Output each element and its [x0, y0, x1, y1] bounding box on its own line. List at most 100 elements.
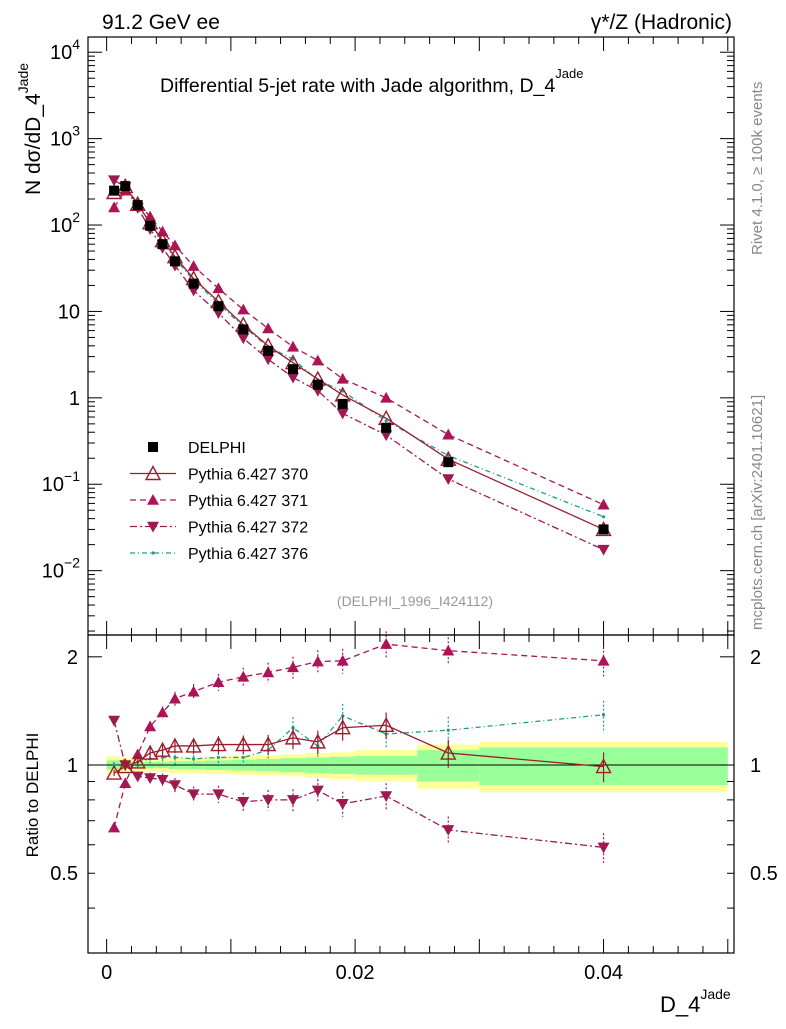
- ratio-y-tick-label-right: 0.5: [750, 863, 778, 885]
- point-p372: [108, 175, 121, 187]
- legend-label-p371: Pythia 6.427 371: [188, 493, 308, 510]
- ratio-point-p371: [597, 654, 610, 666]
- ratio-point-p370: [166, 737, 184, 753]
- ratio-series-layer: [105, 631, 612, 863]
- point-data: [132, 200, 143, 211]
- point-p372: [380, 430, 393, 442]
- series-line-p370: [113, 185, 604, 531]
- point-p372: [286, 372, 299, 384]
- ratio-point-p372: [336, 799, 349, 810]
- ratio-frame: [87, 634, 735, 954]
- main-ylabel: N dσ/dD_4Jade: [15, 63, 45, 195]
- ratio-y-tick-label: 0.5: [50, 863, 78, 885]
- point-p371: [597, 498, 610, 510]
- analysis-id: (DELPHI_1996_I424112): [337, 593, 493, 609]
- chart-title-sup: Jade: [555, 66, 583, 81]
- ratio-point-p372: [108, 715, 121, 727]
- ratio-point-p372: [286, 795, 299, 806]
- point-p372: [262, 354, 275, 366]
- chart-title: Differential 5-jet rate with Jade algori…: [160, 66, 583, 97]
- ratio-point-p372: [237, 797, 250, 808]
- point-data: [169, 256, 180, 267]
- point-data: [598, 524, 609, 535]
- legend: DELPHI Pythia 6.427 370 Pythia 6.427 371 Py…: [130, 440, 308, 563]
- point-p371: [108, 201, 121, 213]
- ratio-point-p372: [311, 785, 324, 797]
- ratio-point-p370: [117, 758, 134, 774]
- ratio-line-p371: [113, 643, 604, 828]
- point-data: [213, 301, 224, 312]
- ratio-point-p370: [334, 719, 351, 735]
- ratio-y-tick-label: 2: [67, 647, 78, 669]
- series-line-p371: [113, 189, 604, 506]
- point-data: [157, 239, 168, 250]
- legend-entry-p376: Pythia 6.427 376: [130, 546, 308, 563]
- legend-label-data: DELPHI: [188, 440, 246, 457]
- main-ylabel-text: N dσ/dD_4: [22, 93, 45, 195]
- point-data: [312, 379, 323, 390]
- point-p371: [212, 282, 225, 294]
- ratio-point-p371: [336, 654, 349, 666]
- ratio-point-p371: [380, 638, 393, 649]
- mcplots-source-label: mcplots.cern.ch [arXiv:2401.10621]: [749, 395, 766, 630]
- ratio-point-p376: [216, 755, 221, 760]
- x-tick-label: 0.02: [336, 962, 375, 984]
- x-axis-label-text: D_4: [660, 992, 700, 1017]
- ratio-point-p371: [119, 777, 132, 789]
- point-data: [263, 345, 274, 356]
- ratio-point-p372: [597, 842, 610, 854]
- series-p371: [108, 184, 610, 510]
- energy-label: 91.2 GeV ee: [102, 11, 220, 34]
- ratio-point-p370: [235, 736, 252, 752]
- ratio-point-p372: [187, 789, 200, 801]
- x-tick-label: 0.04: [584, 962, 623, 984]
- ratio-point-p370: [595, 758, 612, 774]
- main-frame: [87, 36, 735, 636]
- main-ylabel-sup: Jade: [15, 63, 31, 94]
- y-tick-label: 103: [50, 123, 80, 151]
- series-line-p372: [113, 179, 604, 551]
- ratio-point-p376: [191, 757, 196, 761]
- x-axis-label: D_4Jade: [660, 986, 731, 1017]
- ratio-point-p372: [168, 780, 181, 791]
- ratio-series-p370: [105, 712, 612, 783]
- ratio-point-p371: [286, 661, 299, 673]
- ratio-point-p372: [131, 771, 144, 783]
- ratio-point-p371: [168, 692, 181, 704]
- ratio-uncertainty-band: [88, 741, 734, 793]
- legend-entry-p371: Pythia 6.427 371: [130, 493, 308, 510]
- legend-marker-p371: [147, 494, 159, 505]
- point-p371: [262, 322, 275, 334]
- point-p371: [156, 225, 169, 237]
- ratio-y-tick-label-right: 1: [750, 755, 761, 777]
- ratio-point-p371: [311, 655, 324, 667]
- ratio-point-p370: [259, 736, 277, 752]
- point-p376: [601, 515, 606, 519]
- rivet-version-label: Rivet 4.1.0, ≥ 100k events: [749, 82, 766, 255]
- ratio-point-p370: [154, 741, 171, 757]
- ratio-ylabel: Ratio to DELPHI: [23, 733, 42, 858]
- ratio-y-tick-label: 1: [67, 755, 78, 777]
- ratio-point-p370: [284, 729, 302, 745]
- x-tick-label: 0: [101, 962, 112, 984]
- legend-marker-p376: [151, 551, 155, 555]
- point-p371: [380, 391, 393, 403]
- point-p372: [237, 333, 250, 345]
- ratio-point-p376: [446, 728, 450, 732]
- point-p371: [286, 340, 299, 352]
- series-data: [109, 181, 609, 535]
- y-tick-label: 1: [69, 388, 80, 410]
- point-p372: [442, 474, 455, 486]
- point-p372: [597, 544, 610, 556]
- main-series-layer: [105, 175, 612, 556]
- legend-label-p376: Pythia 6.427 376: [188, 546, 308, 563]
- ratio-point-p370: [377, 716, 395, 732]
- legend-marker-data: [148, 442, 158, 452]
- point-data: [287, 364, 298, 375]
- ratio-point-p376: [173, 755, 177, 760]
- ratio-point-p370: [141, 744, 159, 760]
- ratio-point-p372: [380, 791, 393, 803]
- legend-entry-p370: Pythia 6.427 370: [130, 465, 308, 484]
- series-p376: [112, 184, 606, 519]
